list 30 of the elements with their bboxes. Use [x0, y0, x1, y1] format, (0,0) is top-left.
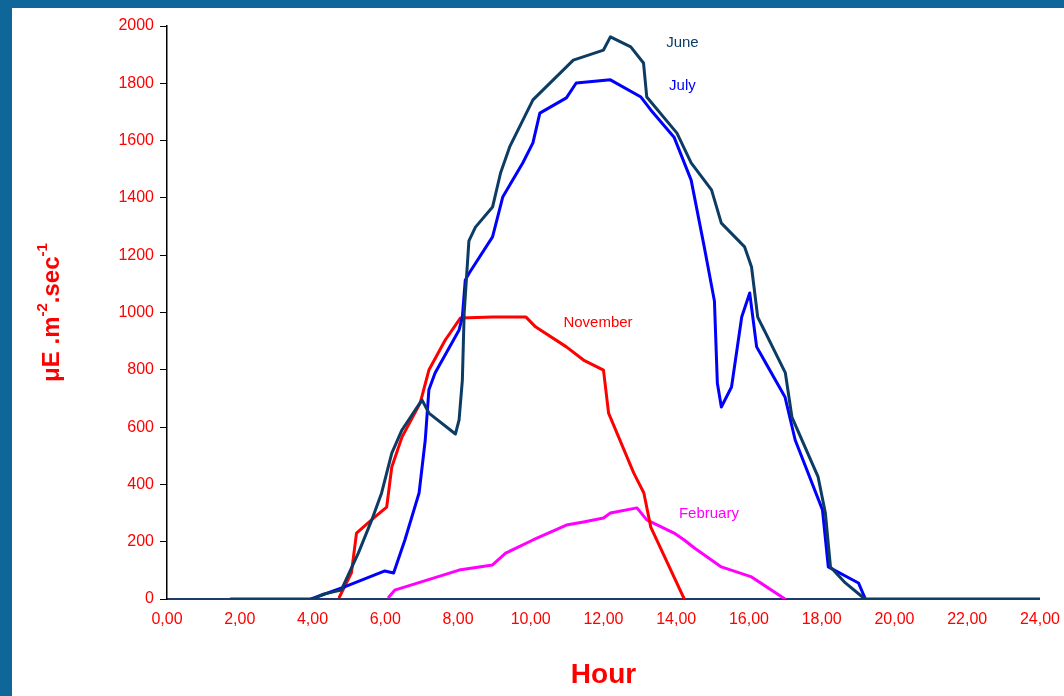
series-label: February [678, 504, 740, 522]
x-tick-label: 10,00 [510, 610, 551, 628]
y-tick-label: 800 [127, 360, 155, 378]
y-tick-label: 1800 [118, 73, 155, 91]
y-tick-label: 1200 [118, 245, 155, 263]
x-tick-label: 14,00 [656, 610, 697, 628]
series-label: June [666, 33, 699, 51]
x-tick-label: 4,00 [296, 610, 329, 628]
x-tick-label: 18,00 [801, 610, 842, 628]
y-tick-label: 1000 [118, 302, 155, 320]
series-label: July [669, 76, 697, 93]
x-tick-label: 0,00 [151, 610, 183, 628]
y-axis-title: μE .m-2.sec-1 [33, 243, 64, 382]
x-tick-label: 2,00 [224, 610, 256, 628]
x-tick-label: 6,00 [369, 610, 401, 628]
y-tick-label: 200 [127, 532, 155, 550]
x-tick-label: 8,00 [442, 610, 474, 628]
y-tick-label: 0 [145, 589, 155, 607]
x-axis-title: Hour [570, 657, 637, 689]
y-tick-label: 1400 [118, 188, 155, 206]
x-tick-label: 12,00 [583, 610, 624, 628]
y-tick-label: 1600 [118, 131, 155, 149]
series-label: November [563, 313, 633, 331]
y-tick-label: 600 [127, 417, 155, 435]
x-tick-label: 20,00 [874, 610, 915, 628]
y-tick-label: 400 [127, 474, 155, 492]
x-tick-label: 16,00 [728, 610, 770, 628]
x-tick-label: 22,00 [947, 610, 988, 628]
x-tick-label: 24,00 [1019, 610, 1061, 628]
y-tick-label: 2000 [118, 16, 155, 34]
